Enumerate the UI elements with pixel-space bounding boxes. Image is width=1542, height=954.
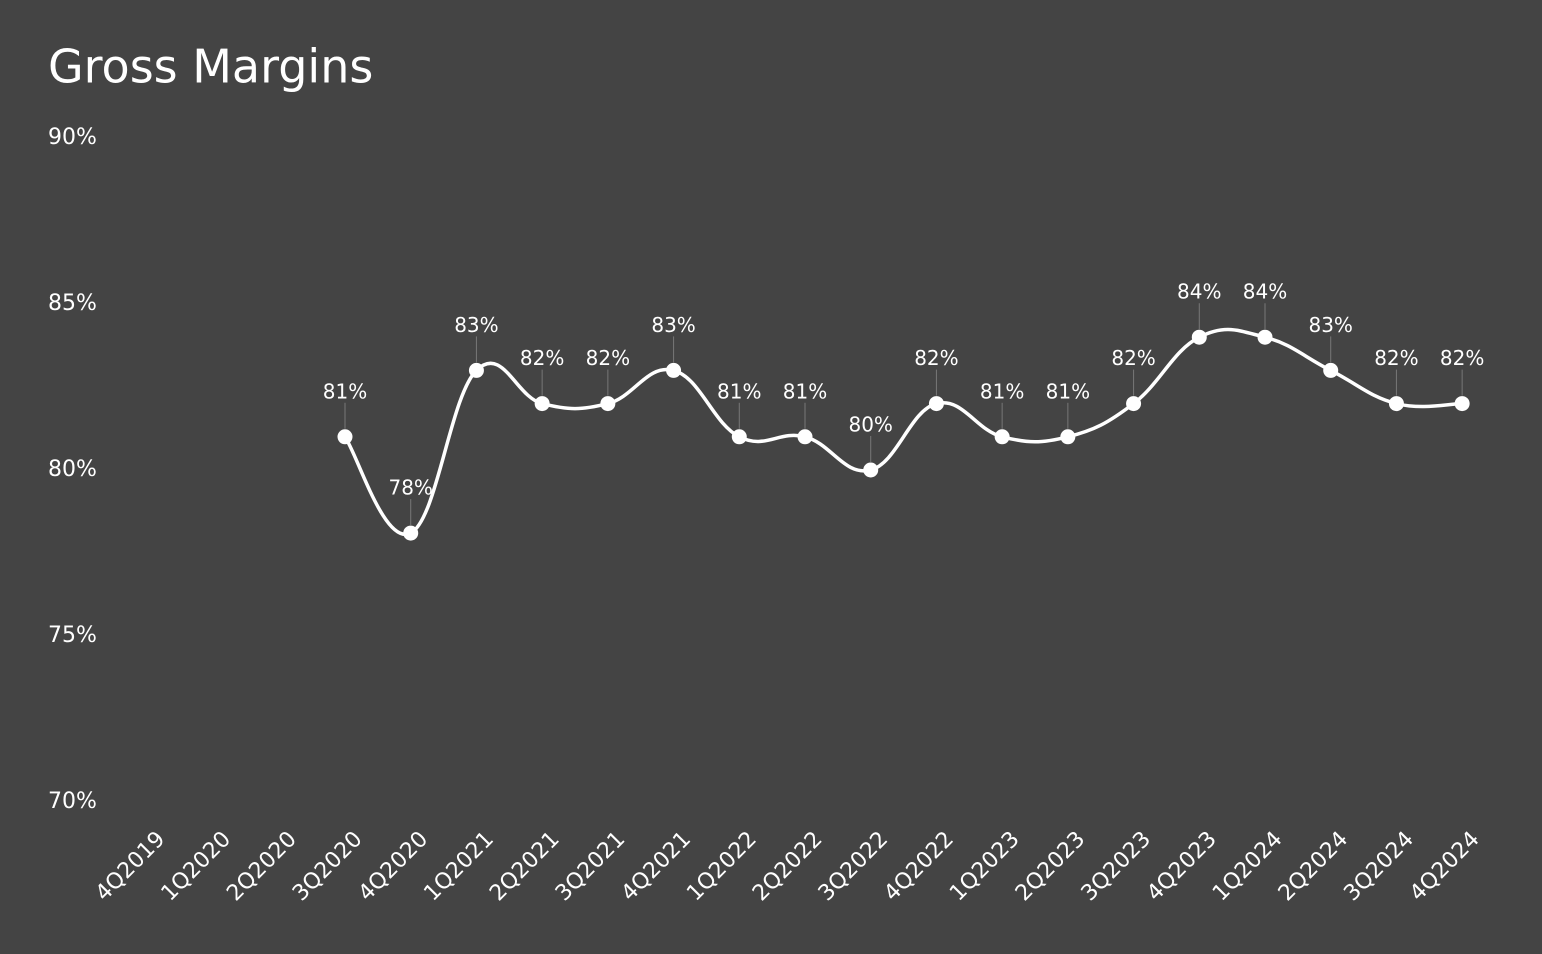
data-label: 82% <box>1374 346 1418 370</box>
point <box>534 396 550 412</box>
data-label: 82% <box>914 346 958 370</box>
data-label: 83% <box>651 313 695 337</box>
data-label: 81% <box>323 379 367 403</box>
y-tick-label: 75% <box>48 623 97 648</box>
y-tick-label: 80% <box>48 457 97 482</box>
chart-title: Gross Margins <box>48 40 373 94</box>
data-label: 81% <box>717 379 761 403</box>
data-label: 80% <box>848 413 892 437</box>
point <box>1191 329 1207 345</box>
point <box>468 362 484 378</box>
y-tick-label: 85% <box>48 291 97 316</box>
data-label: 82% <box>520 346 564 370</box>
data-label: 78% <box>388 476 432 500</box>
point <box>1060 429 1076 445</box>
point <box>797 429 813 445</box>
data-label: 83% <box>454 313 498 337</box>
data-label: 82% <box>586 346 630 370</box>
point <box>1257 329 1273 345</box>
point <box>600 396 616 412</box>
point <box>1454 396 1470 412</box>
y-tick-label: 90% <box>48 125 97 150</box>
data-label: 81% <box>783 379 827 403</box>
data-label: 82% <box>1440 346 1484 370</box>
point <box>337 429 353 445</box>
data-label: 81% <box>980 379 1024 403</box>
point <box>403 525 419 541</box>
point <box>928 396 944 412</box>
point <box>731 429 747 445</box>
data-label: 84% <box>1243 280 1287 304</box>
data-label: 84% <box>1177 280 1221 304</box>
point <box>863 462 879 478</box>
data-label: 82% <box>1111 346 1155 370</box>
data-label: 81% <box>1046 379 1090 403</box>
point <box>1323 362 1339 378</box>
point <box>666 362 682 378</box>
point <box>1126 396 1142 412</box>
data-label: 83% <box>1308 313 1352 337</box>
point <box>994 429 1010 445</box>
y-tick-label: 70% <box>48 789 97 814</box>
point <box>1388 396 1404 412</box>
